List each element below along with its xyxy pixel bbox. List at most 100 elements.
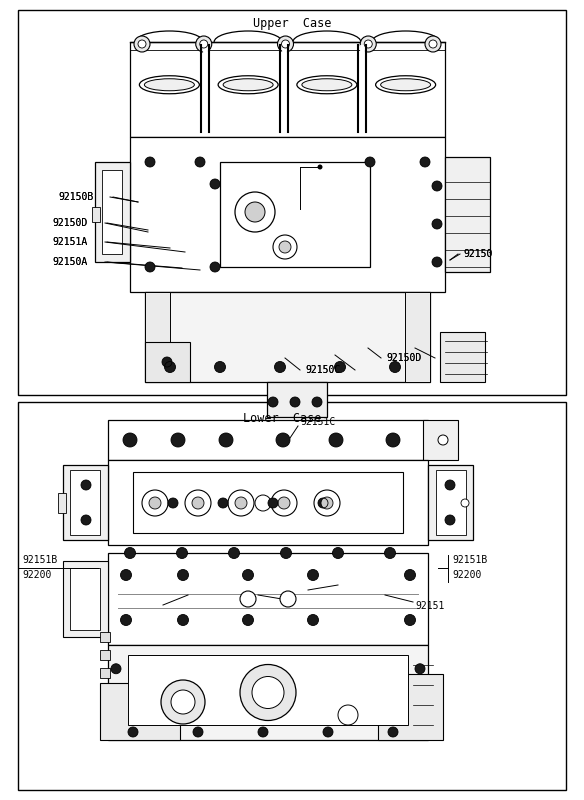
Circle shape	[280, 547, 291, 558]
Text: 92151B: 92151B	[22, 555, 57, 565]
Text: 92200: 92200	[22, 570, 51, 580]
Circle shape	[171, 690, 195, 714]
Text: 92150C: 92150C	[305, 365, 340, 375]
Bar	[145, 292, 430, 382]
Circle shape	[329, 433, 343, 447]
Circle shape	[240, 591, 256, 607]
Circle shape	[438, 435, 448, 445]
Circle shape	[178, 570, 189, 581]
Text: 92150D: 92150D	[386, 353, 421, 363]
Circle shape	[318, 498, 328, 508]
Text: 92150D: 92150D	[386, 353, 421, 363]
Text: 92151: 92151	[415, 601, 444, 611]
Bar	[423, 420, 458, 460]
Circle shape	[210, 179, 220, 189]
Ellipse shape	[144, 78, 194, 90]
Bar	[100, 668, 110, 678]
Circle shape	[81, 480, 91, 490]
Circle shape	[425, 36, 441, 52]
Circle shape	[277, 36, 294, 52]
Circle shape	[390, 362, 401, 373]
Circle shape	[210, 262, 220, 272]
Circle shape	[332, 547, 343, 558]
Circle shape	[279, 241, 291, 253]
Circle shape	[192, 497, 204, 509]
Circle shape	[405, 570, 415, 581]
Circle shape	[290, 397, 300, 407]
Circle shape	[252, 677, 284, 709]
Circle shape	[255, 495, 271, 511]
Bar	[405, 292, 430, 382]
Bar	[133, 472, 403, 533]
Text: 92151A: 92151A	[52, 237, 87, 247]
Circle shape	[235, 192, 275, 232]
Circle shape	[405, 614, 415, 626]
Circle shape	[218, 498, 228, 508]
Text: 92151B: 92151B	[452, 555, 487, 565]
Circle shape	[278, 497, 290, 509]
Text: 92150: 92150	[463, 249, 492, 259]
Circle shape	[120, 570, 131, 581]
Bar	[63, 465, 108, 540]
Circle shape	[274, 362, 286, 373]
Circle shape	[128, 727, 138, 737]
Circle shape	[145, 262, 155, 272]
Circle shape	[134, 36, 150, 52]
Bar	[100, 650, 110, 660]
Circle shape	[268, 498, 278, 508]
Text: 92200: 92200	[452, 570, 481, 580]
Circle shape	[124, 547, 135, 558]
Text: 92150B: 92150B	[58, 192, 93, 202]
Circle shape	[165, 362, 176, 373]
Text: 92151A: 92151A	[52, 237, 87, 247]
Circle shape	[111, 664, 121, 674]
Circle shape	[245, 202, 265, 222]
Text: 92150D: 92150D	[52, 218, 87, 228]
Bar	[58, 493, 66, 513]
Text: 92150A: 92150A	[52, 257, 87, 267]
Bar	[92, 207, 100, 222]
Circle shape	[196, 36, 212, 52]
Circle shape	[384, 547, 395, 558]
Bar	[18, 402, 566, 790]
Circle shape	[176, 547, 187, 558]
Circle shape	[386, 433, 400, 447]
Circle shape	[145, 157, 155, 167]
Circle shape	[429, 40, 437, 48]
Bar	[95, 162, 130, 262]
Circle shape	[273, 235, 297, 259]
Circle shape	[142, 490, 168, 516]
Ellipse shape	[376, 76, 436, 94]
Bar	[440, 332, 485, 382]
Circle shape	[271, 490, 297, 516]
Circle shape	[323, 727, 333, 737]
Bar	[436, 470, 466, 535]
Circle shape	[149, 497, 161, 509]
Circle shape	[321, 497, 333, 509]
Bar	[18, 10, 566, 395]
Bar	[108, 645, 428, 740]
Bar	[100, 683, 180, 740]
Circle shape	[185, 490, 211, 516]
Circle shape	[258, 727, 268, 737]
Circle shape	[242, 614, 253, 626]
Circle shape	[281, 40, 290, 48]
Circle shape	[314, 490, 340, 516]
Bar	[70, 470, 100, 535]
Circle shape	[235, 497, 247, 509]
Circle shape	[432, 219, 442, 229]
Bar	[220, 162, 370, 267]
Bar	[108, 420, 428, 460]
Circle shape	[228, 547, 239, 558]
Bar	[108, 553, 428, 645]
Circle shape	[445, 480, 455, 490]
Bar	[108, 460, 428, 545]
Bar	[145, 342, 190, 382]
Ellipse shape	[140, 76, 199, 94]
Circle shape	[415, 664, 425, 674]
Ellipse shape	[381, 78, 430, 90]
Text: 92150C: 92150C	[305, 365, 340, 375]
Bar	[130, 42, 445, 137]
Circle shape	[312, 397, 322, 407]
Bar	[445, 157, 490, 272]
